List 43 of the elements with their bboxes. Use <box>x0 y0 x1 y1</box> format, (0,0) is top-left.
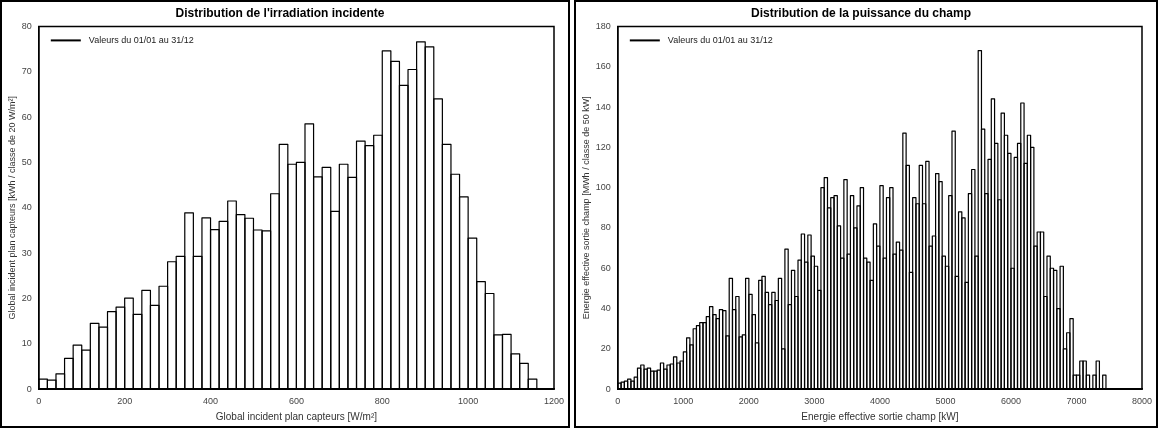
x-tick-label: 400 <box>203 396 219 407</box>
x-tick-label: 0 <box>36 396 42 407</box>
y-tick-label: 10 <box>21 338 32 349</box>
legend-label: Valeurs du 01/01 au 31/12 <box>667 34 773 45</box>
y-tick-label: 40 <box>600 303 611 314</box>
y-tick-label: 50 <box>21 156 32 167</box>
y-axis-title: Energie effective sortie champ [MWh / classe de 50 kW] <box>580 96 591 320</box>
x-tick-label: 5000 <box>935 396 956 407</box>
y-tick-label: 80 <box>21 20 32 31</box>
y-tick-label: 20 <box>600 343 611 354</box>
y-tick-label: 70 <box>21 66 32 77</box>
x-tick-label: 4000 <box>869 396 890 407</box>
y-tick-label: 160 <box>595 61 611 72</box>
y-tick-label: 20 <box>21 292 32 303</box>
y-tick-label: 30 <box>21 247 32 258</box>
x-tick-label: 1000 <box>673 396 694 407</box>
y-tick-label: 120 <box>595 141 611 152</box>
y-tick-label: 40 <box>21 202 32 213</box>
x-tick-label: 1200 <box>543 396 565 407</box>
y-axis-title: Global incident plan capteurs [kWh / classe de 20 W/m²] <box>6 96 17 320</box>
legend-label: Valeurs du 01/01 au 31/12 <box>88 34 194 45</box>
y-tick-label: 180 <box>595 20 611 31</box>
y-tick-label: 0 <box>26 383 32 394</box>
x-tick-label: 6000 <box>1000 396 1021 407</box>
x-tick-label: 600 <box>288 396 304 407</box>
x-tick-label: 2000 <box>738 396 759 407</box>
x-axis-title: Global incident plan capteurs [W/m²] <box>215 410 378 422</box>
y-tick-label: 80 <box>600 222 611 233</box>
chart-title: Distribution de l'irradiation incidente <box>175 5 385 20</box>
x-tick-label: 0 <box>615 396 621 407</box>
x-axis-title: Energie effective sortie champ [kW] <box>801 410 959 422</box>
y-tick-label: 140 <box>595 101 611 112</box>
x-tick-label: 200 <box>117 396 133 407</box>
y-tick-label: 60 <box>21 111 32 122</box>
x-tick-label: 1000 <box>458 396 479 407</box>
y-tick-label: 0 <box>605 383 611 394</box>
y-tick-label: 60 <box>600 262 611 273</box>
x-tick-label: 3000 <box>804 396 825 407</box>
y-tick-label: 100 <box>595 182 611 193</box>
chart-title: Distribution de la puissance du champ <box>750 5 972 20</box>
x-tick-label: 8000 <box>1131 396 1153 407</box>
x-tick-label: 7000 <box>1066 396 1087 407</box>
x-tick-label: 800 <box>374 396 390 407</box>
